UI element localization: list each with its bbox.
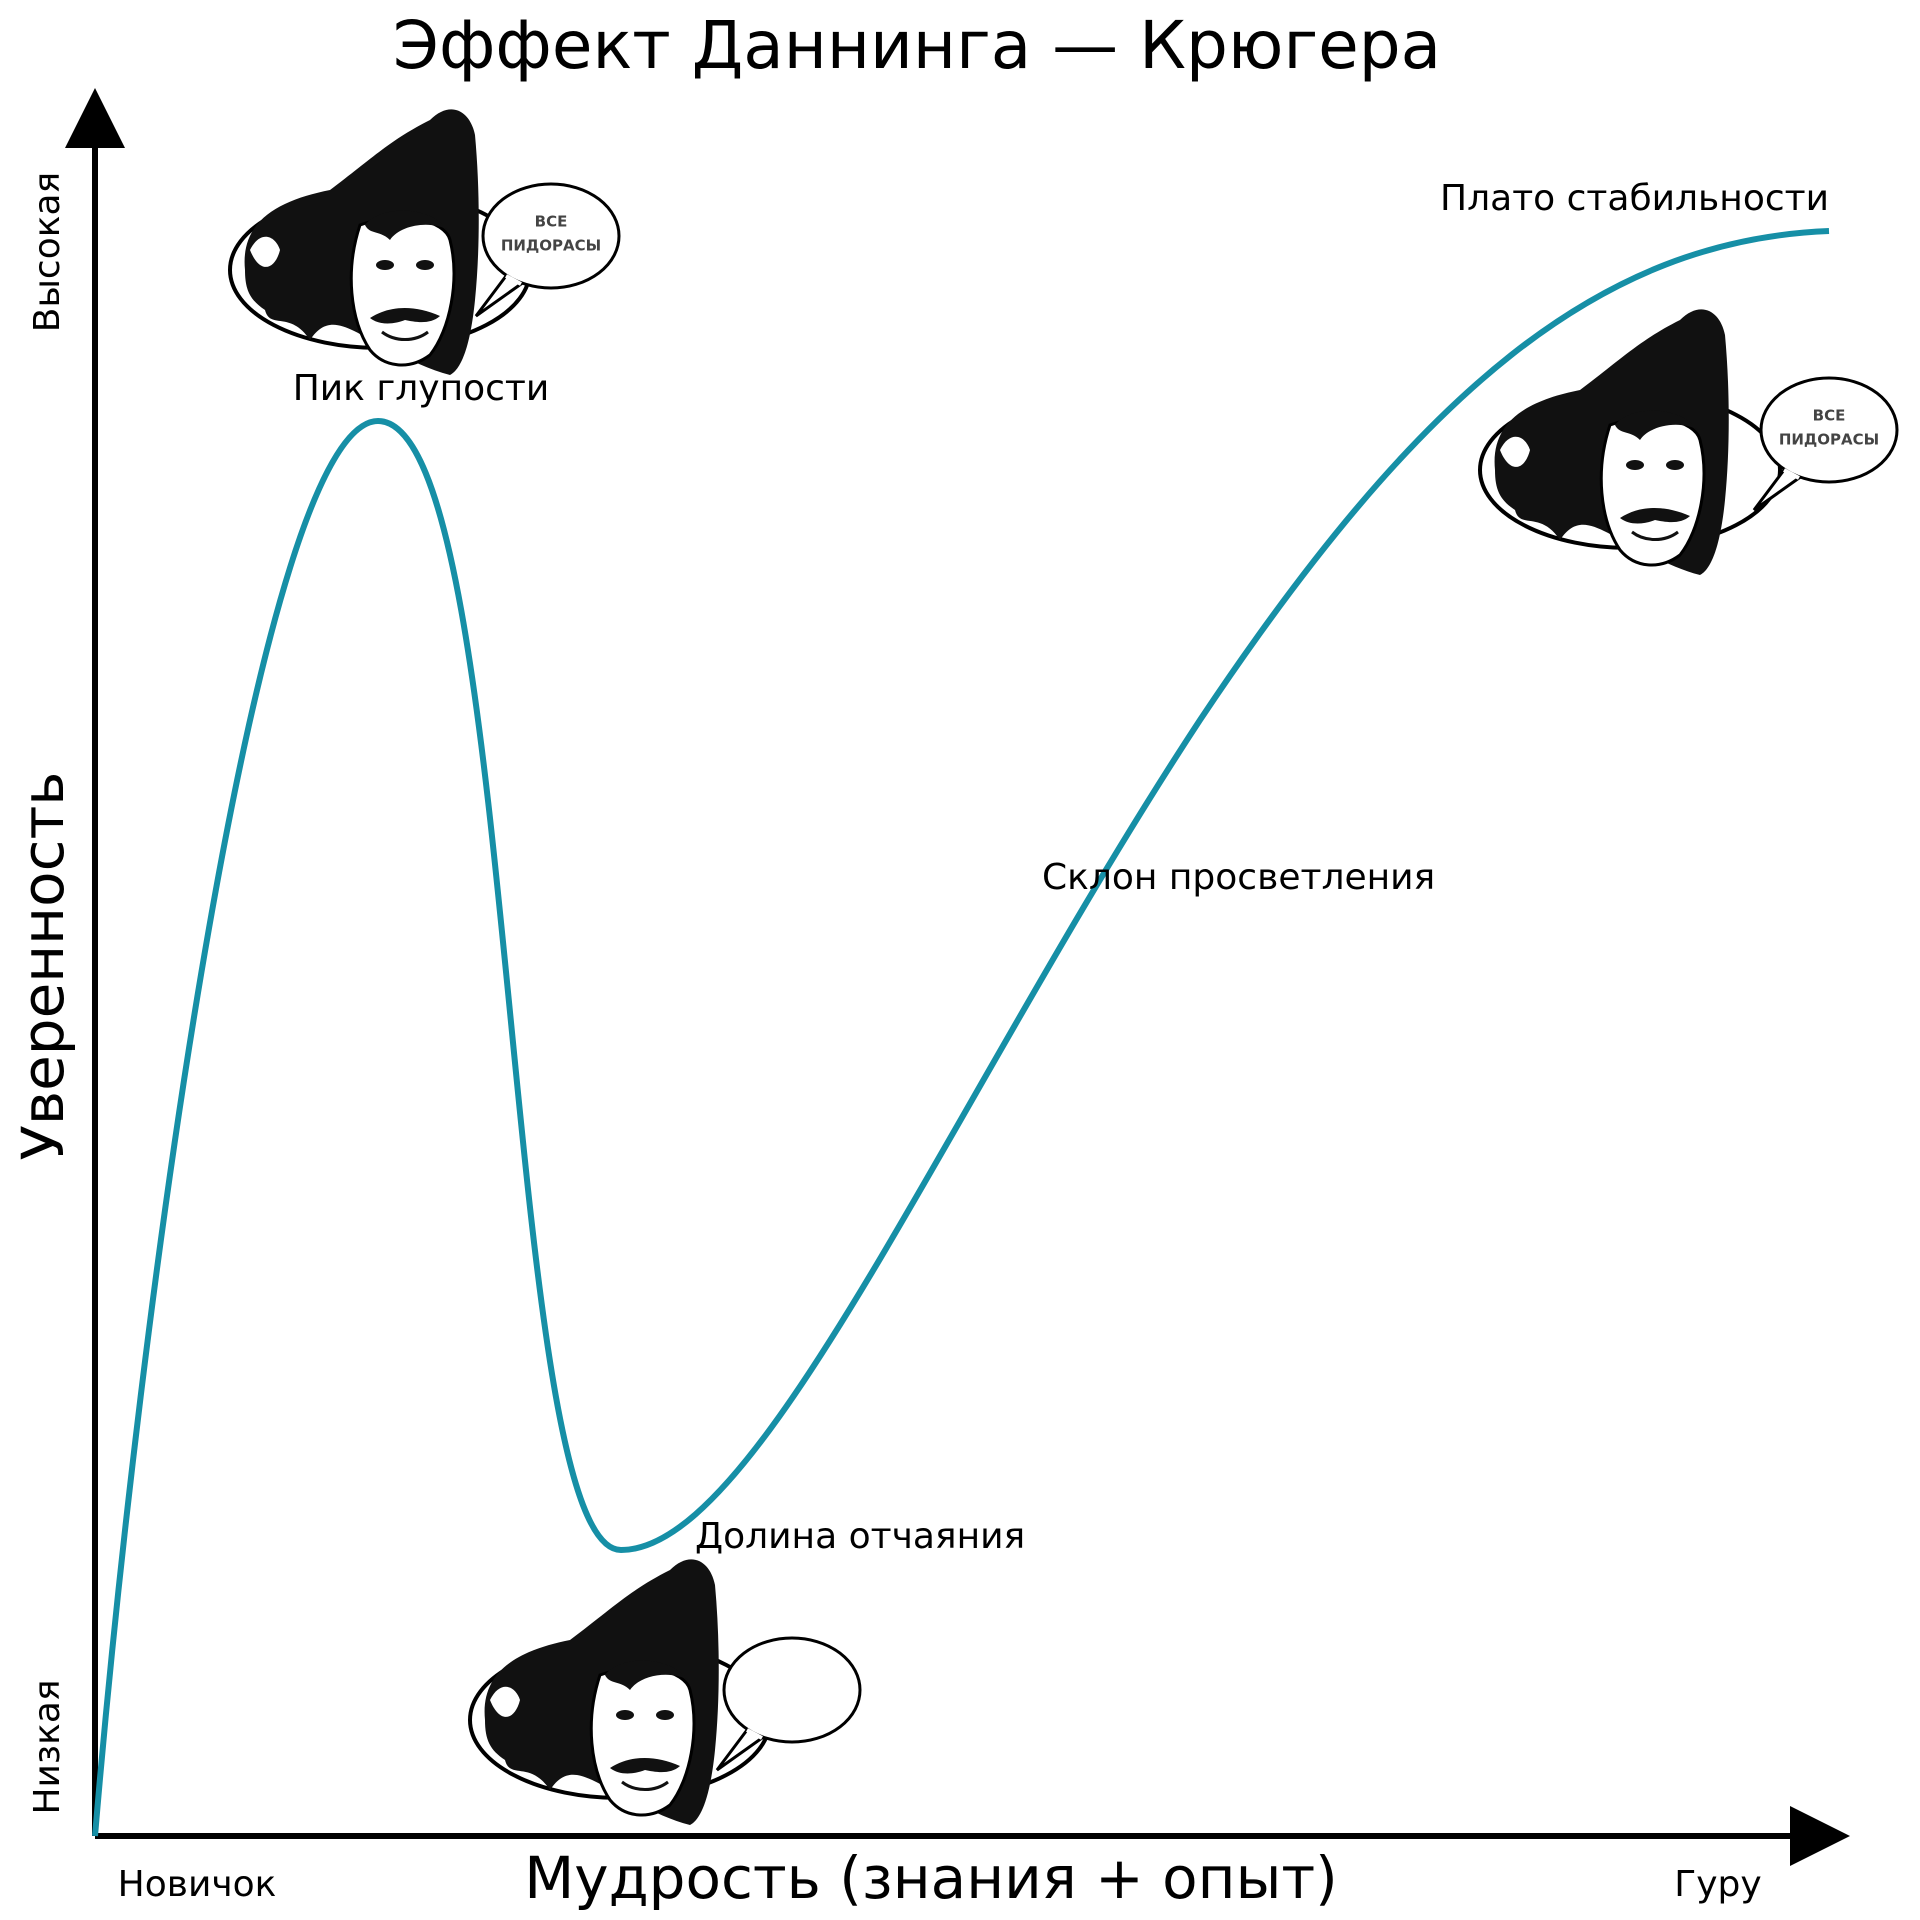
plateau-label: Плато стабильности — [1440, 178, 1829, 219]
y-axis-label: Уверенность — [9, 772, 77, 1161]
x-low-label: Новичок — [118, 1864, 277, 1905]
bubble-text: ПИДОРАСЫ — [501, 237, 601, 255]
x-high-label: Гуру — [1674, 1864, 1761, 1905]
speech-bubble — [715, 1636, 862, 1772]
bubble-text: ПИДОРАСЫ — [1779, 431, 1879, 449]
valley-label: Долина отчаяния — [695, 1516, 1025, 1557]
peak-label: Пик глупости — [293, 368, 550, 409]
y-high-label: Высокая — [27, 172, 68, 332]
slope-label: Склон просветления — [1042, 857, 1435, 898]
bubble-text: ВСЕ — [535, 213, 568, 231]
x-axis-label: Мудрость (знания + опыт) — [524, 1844, 1338, 1912]
curve — [92, 228, 1830, 1837]
face — [1478, 307, 1782, 578]
y-low-label: Низкая — [27, 1679, 68, 1814]
bubble-text: ВСЕ — [1813, 407, 1846, 425]
title: Эффект Даннинга — Крюгера — [393, 7, 1441, 84]
